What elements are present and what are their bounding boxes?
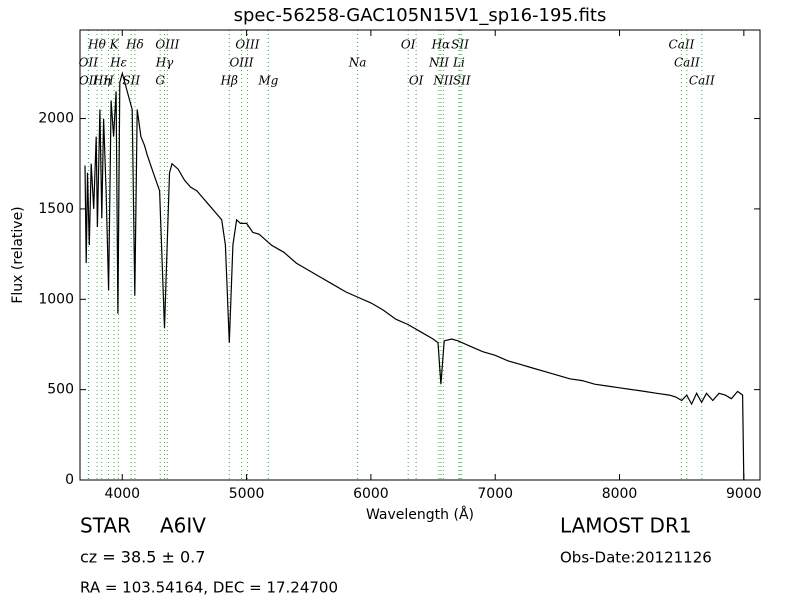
spectral-line-label: H xyxy=(102,74,114,88)
spectral-line-label: Na xyxy=(348,56,367,70)
x-tick-label: 5000 xyxy=(229,486,265,502)
spectral-line-label: NII xyxy=(428,56,449,70)
spectral-line-label: Hγ xyxy=(155,56,174,70)
spectral-line-label: OII xyxy=(79,74,99,88)
spectral-line-label: OI xyxy=(401,38,416,52)
spectral-line-label: Li xyxy=(452,56,465,70)
spectral-line-label: G xyxy=(155,74,165,88)
spectral-line-label: OIII xyxy=(229,56,253,70)
spectral-line-label: CaII xyxy=(689,74,715,88)
x-tick-label: 9000 xyxy=(726,486,762,502)
survey: LAMOST DR1 xyxy=(560,514,692,538)
spectral-line-label: Hδ xyxy=(125,38,144,52)
spectral-line-label: SII xyxy=(122,74,140,88)
chart-title: spec-56258-GAC105N15V1_sp16-195.fits xyxy=(234,5,607,26)
spectral-line-label: CaII xyxy=(674,56,700,70)
object-subclass: A6IV xyxy=(160,514,206,538)
spectral-line-label: Hα xyxy=(431,38,451,52)
y-tick-label: 1500 xyxy=(38,201,74,217)
y-tick-label: 1000 xyxy=(38,291,74,307)
spectral-line-label: Mg xyxy=(257,74,278,88)
spectral-line-label: OIII xyxy=(235,38,259,52)
coordinates: RA = 103.54164, DEC = 17.24700 xyxy=(80,579,338,597)
spectral-line-label: Hβ xyxy=(220,74,238,88)
spectral-line-label: CaII xyxy=(669,38,695,52)
spectral-line-label: K xyxy=(109,38,120,52)
spectral-line-label: SII xyxy=(451,38,469,52)
y-tick-label: 2000 xyxy=(38,111,74,127)
y-tick-label: 0 xyxy=(65,472,74,488)
spectrum-line xyxy=(84,71,745,481)
spectral-line-label: SII xyxy=(453,74,471,88)
object-class: STAR xyxy=(80,514,131,538)
y-axis-label: Flux (relative) xyxy=(10,206,26,303)
x-tick-label: 6000 xyxy=(353,486,389,502)
y-tick-label: 500 xyxy=(47,382,74,398)
spectral-line-label: Hθ xyxy=(87,38,106,52)
x-tick-label: 4000 xyxy=(104,486,140,502)
x-axis-label: Wavelength (Å) xyxy=(366,506,474,523)
x-tick-label: 7000 xyxy=(477,486,513,502)
redshift: cz = 38.5 ± 0.7 xyxy=(80,548,205,567)
plot-frame xyxy=(79,29,761,481)
spectral-line-label: OI xyxy=(409,74,424,88)
spectral-line-label: Hη xyxy=(92,74,111,88)
obs-date: Obs-Date:20121126 xyxy=(560,549,712,567)
x-tick-label: 8000 xyxy=(602,486,638,502)
spectral-line-label: OIII xyxy=(155,38,179,52)
spectral-line-label: Hε xyxy=(109,56,127,70)
spectral-line-label: NII xyxy=(432,74,453,88)
